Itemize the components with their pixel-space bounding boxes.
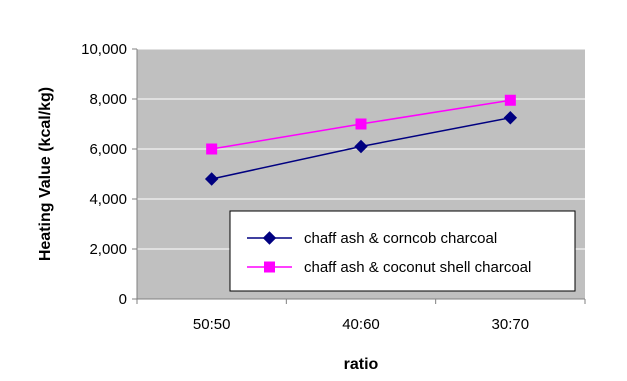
y-tick-labels: 0 2,000 4,000 6,000 8,000 10,000: [81, 41, 137, 308]
y-axis-title: Heating Value (kcal/kg): [37, 87, 54, 261]
y-tick-label: 6,000: [89, 141, 127, 158]
legend-swatch-marker: [262, 231, 277, 245]
x-tick-label: 40:60: [342, 316, 380, 333]
data-point: [354, 139, 368, 154]
y-tick-label: 8,000: [89, 91, 127, 108]
data-point: [206, 143, 218, 155]
series-2: [206, 94, 516, 155]
data-point: [204, 172, 219, 186]
data-point: [504, 94, 516, 106]
y-tick-label: 2,000: [89, 241, 127, 258]
legend-entry: chaff ash & corncob charcoal: [247, 230, 497, 247]
x-tick-labels: 50:50 40:60 30:70: [136, 299, 586, 333]
y-tick-label: 4,000: [89, 191, 127, 208]
x-tick-label: 50:50: [193, 316, 231, 333]
legend-box: [229, 210, 576, 292]
series-1: [204, 111, 518, 186]
legend-swatch-marker: [264, 261, 275, 273]
x-axis-title: ratio: [344, 356, 379, 373]
legend-label: chaff ash & coconut shell charcoal: [304, 259, 531, 276]
x-tick-label: 30:70: [492, 316, 530, 333]
y-tick-label: 10,000: [81, 41, 127, 58]
legend: chaff ash & corncob charcoal chaff ash & …: [229, 210, 576, 292]
data-point: [503, 111, 518, 125]
y-tick-label: 0: [119, 291, 127, 308]
legend-entry: chaff ash & coconut shell charcoal: [247, 259, 531, 276]
series-layer: [204, 94, 518, 186]
legend-label: chaff ash & corncob charcoal: [304, 230, 497, 247]
data-point: [355, 118, 367, 130]
axes: [136, 49, 585, 300]
